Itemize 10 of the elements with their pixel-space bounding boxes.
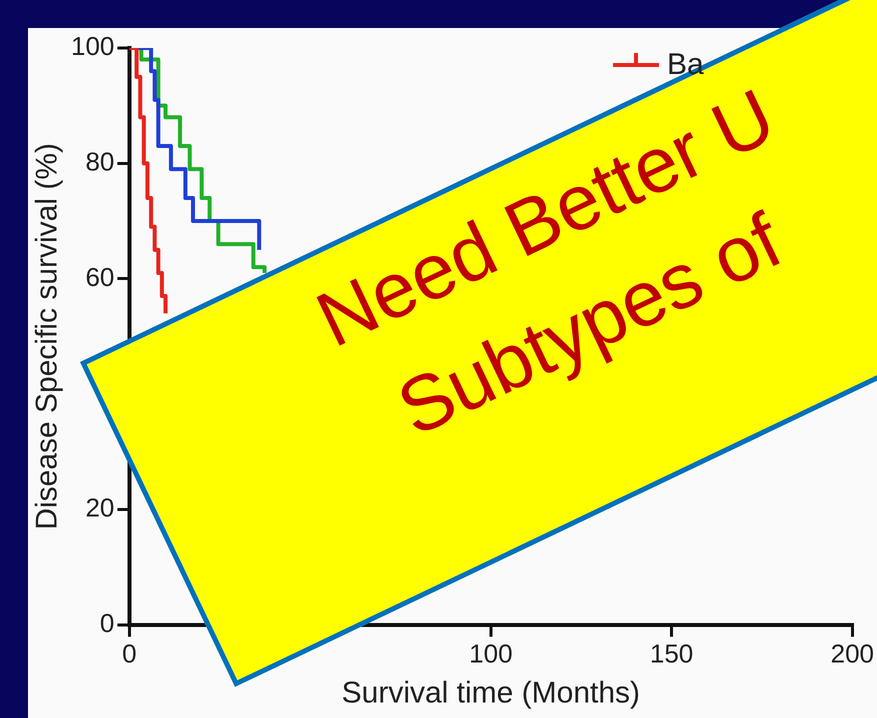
y-tick-label: 60 [85, 262, 114, 292]
y-tick-label: 80 [85, 146, 114, 177]
legend-label: Ba [667, 48, 704, 82]
y-tick-label: 0 [100, 608, 114, 638]
x-tick-label: 150 [650, 638, 694, 669]
y-tick-label: 20 [85, 492, 114, 523]
x-tick-label: 0 [122, 638, 137, 669]
y-axis-title: Disease Specific survival (%) [30, 143, 64, 530]
x-tick-label: 200 [830, 638, 874, 669]
x-tick-label: 100 [469, 638, 513, 669]
